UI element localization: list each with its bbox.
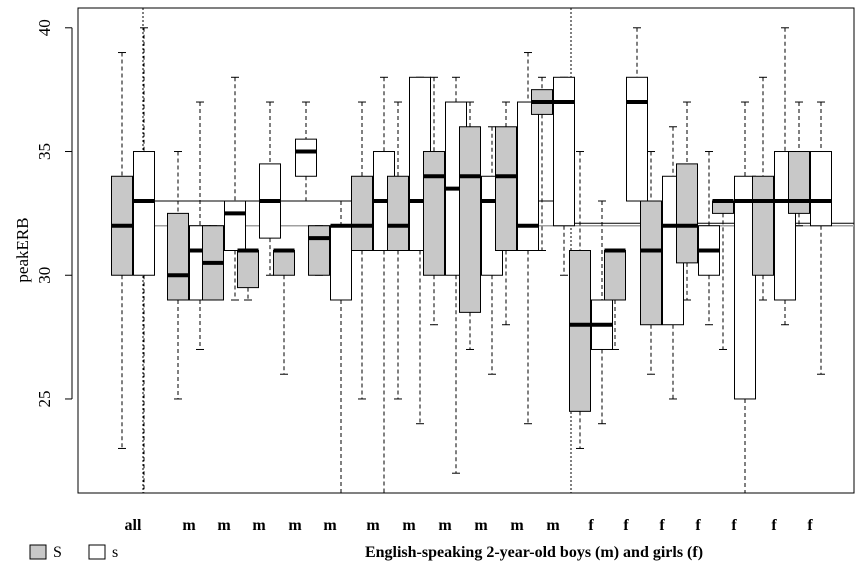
legend-label-s: s [112, 544, 118, 561]
boxes-layer [111, 27, 832, 493]
group-6-s [330, 200, 352, 493]
y-axis: 25 30 35 40 [35, 19, 73, 407]
group-3-S [202, 225, 224, 301]
group-3-s [224, 76, 246, 301]
group-5-S-box [273, 250, 295, 276]
x-tick-label-13: f [588, 517, 594, 534]
group-1-s-box [133, 151, 155, 276]
group-16-s [698, 151, 720, 326]
group-11-S-box [495, 126, 517, 251]
group-13-s [591, 200, 613, 425]
group-8-S-box [387, 175, 409, 251]
y-axis-label: peakERB [13, 217, 32, 282]
group-7-S-box [351, 175, 373, 251]
group-6-s-box [330, 225, 352, 301]
group-3-s-box [224, 200, 246, 252]
x-tick-label-17: f [731, 517, 737, 534]
group-17-S [712, 199, 734, 350]
group-6-S [308, 225, 330, 276]
x-tick-label-15: f [659, 517, 665, 534]
y-tick-label-30: 30 [35, 267, 54, 284]
plot-frame [77, 7, 855, 494]
group-15-S [640, 151, 662, 375]
group-6-S-box [308, 225, 330, 276]
x-tick-label-14: f [623, 517, 629, 534]
group-14-S-box [604, 250, 626, 301]
group-9-S [423, 76, 445, 326]
y-tick-label-40: 40 [35, 19, 54, 36]
group-19-s-box [810, 151, 832, 227]
legend-swatch-s [88, 544, 106, 560]
group-9-S-box [423, 151, 445, 276]
x-tick-label-6: m [323, 517, 337, 534]
x-tick-label-2: m [182, 517, 196, 534]
x-tick-label-9: m [438, 517, 452, 534]
group-17-s-box [734, 175, 756, 400]
x-tick-label-7: m [366, 517, 380, 534]
group-4-S-box [237, 250, 259, 289]
y-tick-label-35: 35 [35, 143, 54, 160]
legend: S s [29, 544, 118, 561]
x-axis-label: English-speaking 2-year-old boys (m) and… [365, 544, 703, 561]
group-16-S-box [676, 163, 698, 264]
group-12-S [531, 76, 553, 251]
group-11-S [495, 101, 517, 326]
x-tick-labels: all m m m m m m m m m m m f f f f f f f [125, 517, 814, 534]
group-19-S [788, 101, 810, 227]
group-2-S [167, 151, 189, 400]
group-13-S-box [569, 250, 591, 412]
group-8-S [387, 101, 409, 400]
group-13-S [569, 151, 591, 449]
group-14-s [626, 27, 648, 202]
group-11-s-box [517, 101, 539, 251]
legend-label-S: S [53, 544, 62, 561]
x-tick-label-19: f [807, 517, 813, 534]
group-11-s [517, 52, 539, 425]
group-10-S [459, 101, 481, 350]
x-tick-label-3: m [217, 517, 231, 534]
group-1-s [133, 27, 155, 493]
x-tick-label-1: all [125, 517, 142, 534]
x-tick-label-8: m [402, 517, 416, 534]
group-4-S [237, 248, 259, 301]
group-18-S [752, 76, 774, 301]
group-12-s-box [553, 76, 575, 227]
group-14-s-box [626, 76, 648, 202]
x-tick-label-11: m [510, 517, 524, 534]
group-18-S-box [752, 175, 774, 276]
y-tick-label-25: 25 [35, 390, 54, 407]
group-10-S-box [459, 126, 481, 313]
x-tick-label-16: f [695, 517, 701, 534]
group-15-S-box [640, 200, 662, 326]
group-4-s [259, 101, 281, 276]
x-tick-label-10: m [474, 517, 488, 534]
group-12-s [553, 76, 575, 276]
x-tick-label-5: m [288, 517, 302, 534]
x-tick-label-12: m [546, 517, 560, 534]
group-16-S [676, 101, 698, 301]
group-19-s [810, 101, 832, 375]
group-14-S [604, 248, 626, 350]
group-17-s [734, 101, 756, 493]
group-7-S [351, 101, 373, 400]
group-2-S-box [167, 212, 189, 301]
legend-swatch-S [29, 544, 47, 560]
group-5-s-box [295, 138, 317, 177]
x-tick-label-18: f [771, 517, 777, 534]
group-5-S [273, 248, 295, 375]
group-1-S [111, 52, 133, 449]
group-19-S-box [788, 151, 810, 214]
group-7-s [373, 76, 395, 493]
group-5-s [295, 101, 317, 202]
x-tick-label-4: m [252, 517, 266, 534]
